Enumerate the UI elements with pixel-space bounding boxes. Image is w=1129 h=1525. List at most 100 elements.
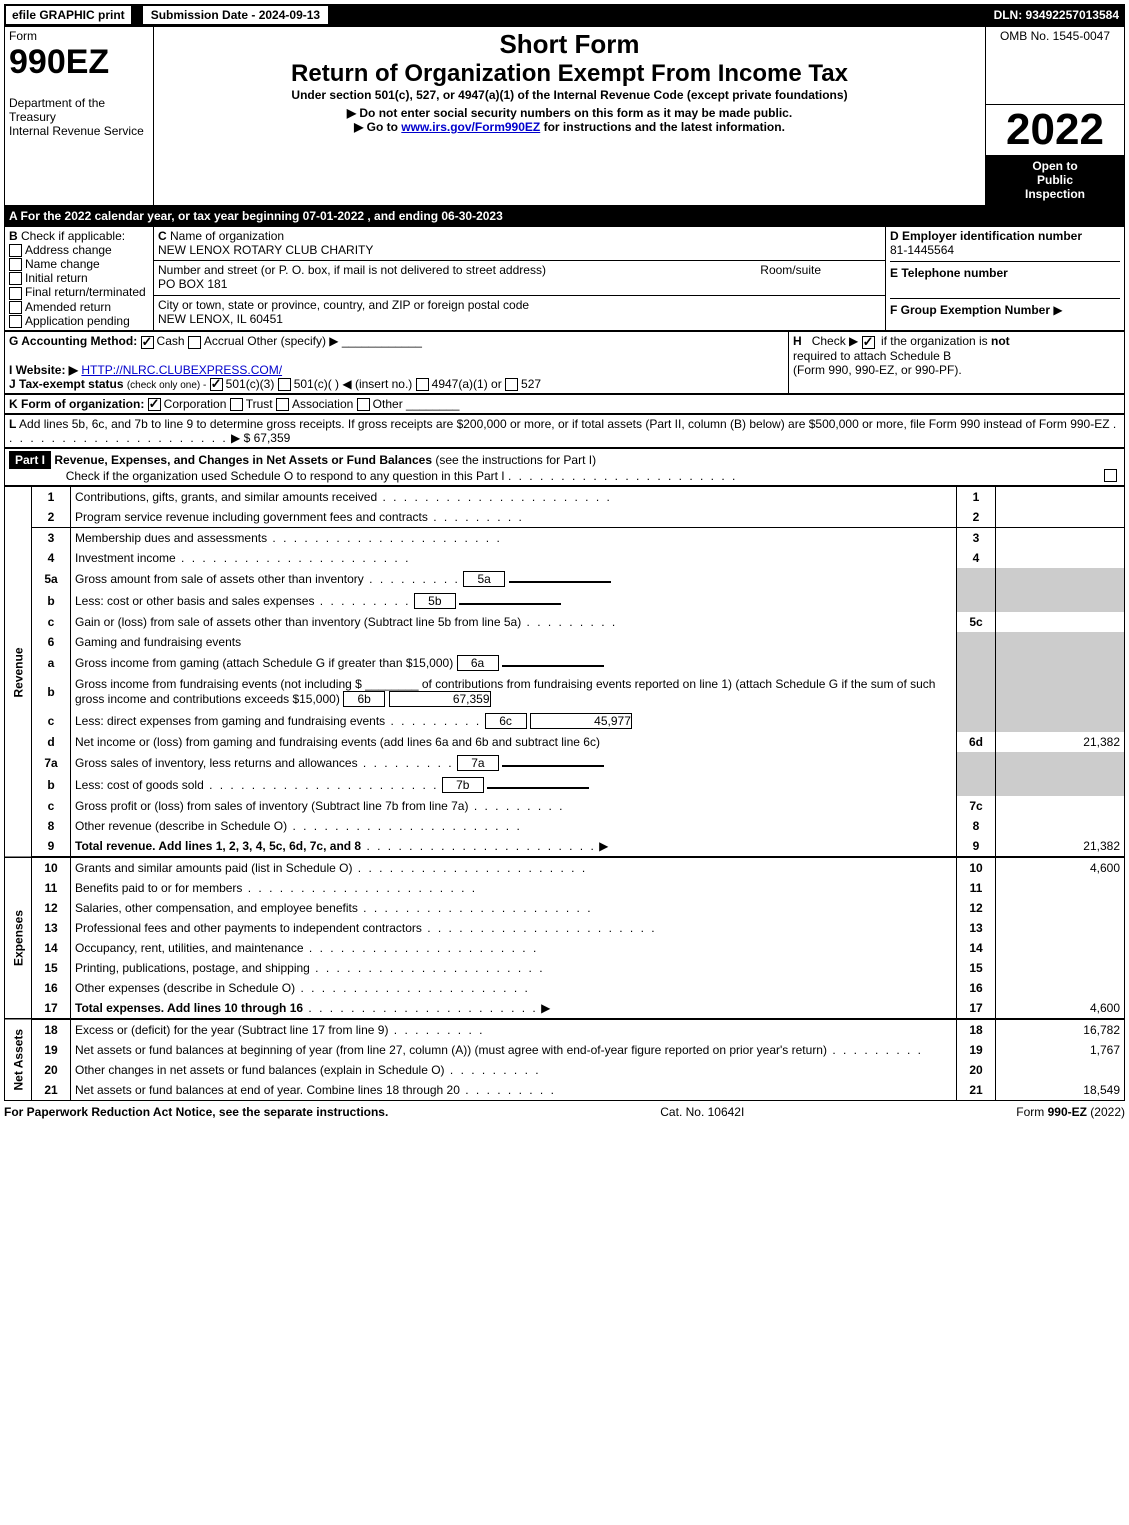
corporation-checkbox[interactable] <box>148 398 161 411</box>
527-checkbox[interactable] <box>505 378 518 391</box>
line-20-num: 20 <box>32 1060 71 1080</box>
initial-return-checkbox[interactable] <box>9 272 22 285</box>
open1: Open to <box>1032 159 1077 173</box>
line-19-val: 1,767 <box>996 1040 1125 1060</box>
line-2-val <box>996 507 1125 528</box>
line-7c-rnum: 7c <box>957 796 996 816</box>
application-pending-checkbox[interactable] <box>9 315 22 328</box>
line-4-text: Investment income <box>71 548 957 568</box>
line-6d-num: d <box>32 732 71 752</box>
line-5c-val <box>996 612 1125 632</box>
insert-no: ◀ (insert no.) <box>342 377 412 391</box>
city-label: City or town, state or province, country… <box>158 298 529 312</box>
line-21-text: Net assets or fund balances at end of ye… <box>71 1080 957 1101</box>
amended-return-label: Amended return <box>25 300 111 314</box>
4947-label: 4947(a)(1) or <box>432 377 502 391</box>
lines-table: Revenue 1 Contributions, gifts, grants, … <box>4 486 1125 1101</box>
line-15-num: 15 <box>32 958 71 978</box>
line-6-text: Gaming and fundraising events <box>71 632 957 652</box>
line-6a-rnum <box>957 652 996 674</box>
part1-instr: (see the instructions for Part I) <box>435 453 596 467</box>
line-10-rnum: 10 <box>957 857 996 878</box>
address-change-checkbox[interactable] <box>9 244 22 257</box>
section-l: L Add lines 5b, 6c, and 7b to line 9 to … <box>5 415 1125 448</box>
j-sub: (check only one) - <box>127 380 206 391</box>
revenue-vertical-label: Revenue <box>5 487 32 858</box>
line-7c-val <box>996 796 1125 816</box>
line-6c-rnum <box>957 710 996 732</box>
org-name: NEW LENOX ROTARY CLUB CHARITY <box>158 243 373 257</box>
line-5b-rnum <box>957 590 996 612</box>
schedule-o-checkbox[interactable] <box>1104 469 1117 482</box>
line-7a-sub: 7a <box>457 755 499 771</box>
submission-date: Submission Date - 2024-09-13 <box>141 4 330 26</box>
line-17-text: Total expenses. Add lines 10 through 16 … <box>71 998 957 1019</box>
line-6b-text: Gross income from fundraising events (no… <box>71 674 957 710</box>
part1-title: Revenue, Expenses, and Changes in Net As… <box>54 453 432 467</box>
line-6d-val: 21,382 <box>996 732 1125 752</box>
line-7b-rnum <box>957 774 996 796</box>
final-return-checkbox[interactable] <box>9 287 22 300</box>
amended-return-checkbox[interactable] <box>9 301 22 314</box>
dept-label: Department of the Treasury <box>9 96 105 124</box>
line-21-val: 18,549 <box>996 1080 1125 1101</box>
f-label: F Group Exemption Number <box>890 303 1050 317</box>
line-7b-val <box>996 774 1125 796</box>
line-5a-val <box>996 568 1125 590</box>
l-label: L <box>9 417 16 431</box>
website-link[interactable]: HTTP://NLRC.CLUBEXPRESS.COM/ <box>81 363 282 377</box>
trust-checkbox[interactable] <box>230 398 243 411</box>
line-10-val: 4,600 <box>996 857 1125 878</box>
section-g: G Accounting Method: Cash Accrual Other … <box>5 332 789 394</box>
line-7a-rnum <box>957 752 996 774</box>
line-5a-subval <box>509 581 611 583</box>
line-4-val <box>996 548 1125 568</box>
line-17-num: 17 <box>32 998 71 1019</box>
ein-value: 81-1445564 <box>890 243 1120 257</box>
address-change-label: Address change <box>25 243 112 257</box>
line-6d-rnum: 6d <box>957 732 996 752</box>
goto-pre: Go to <box>354 120 401 134</box>
netassets-vertical-label: Net Assets <box>5 1019 32 1101</box>
501c3-checkbox[interactable] <box>210 378 223 391</box>
line-6a-text: Gross income from gaming (attach Schedul… <box>71 652 957 674</box>
association-checkbox[interactable] <box>276 398 289 411</box>
line-7c-num: c <box>32 796 71 816</box>
line-7a-num: 7a <box>32 752 71 774</box>
line-21-num: 21 <box>32 1080 71 1101</box>
section-def: D Employer identification number 81-1445… <box>886 226 1125 331</box>
line-17-val: 4,600 <box>996 998 1125 1019</box>
part1-header: Part I Revenue, Expenses, and Changes in… <box>4 448 1125 486</box>
line-6b-subval: 67,359 <box>389 691 491 707</box>
4947-checkbox[interactable] <box>416 378 429 391</box>
cash-label: Cash <box>157 334 185 348</box>
line-5a-num: 5a <box>32 568 71 590</box>
irs-link[interactable]: www.irs.gov/Form990EZ <box>401 120 540 134</box>
h-label: H <box>793 334 802 348</box>
b-label: B <box>9 229 18 243</box>
501c-checkbox[interactable] <box>278 378 291 391</box>
line-7b-text: Less: cost of goods sold 7b <box>71 774 957 796</box>
other-org-checkbox[interactable] <box>357 398 370 411</box>
name-label: Name of organization <box>170 229 284 243</box>
line-19-num: 19 <box>32 1040 71 1060</box>
line-7a-subval <box>502 765 604 767</box>
association-label: Association <box>292 397 353 411</box>
line-9-val: 21,382 <box>996 836 1125 857</box>
room-label: Room/suite <box>760 263 821 277</box>
schedule-b-checkbox[interactable] <box>862 336 875 349</box>
line-5c-rnum: 5c <box>957 612 996 632</box>
line-12-val <box>996 898 1125 918</box>
line-15-text: Printing, publications, postage, and shi… <box>71 958 957 978</box>
efile-print-button[interactable]: efile GRAPHIC print <box>4 4 133 26</box>
line-11-rnum: 11 <box>957 878 996 898</box>
street-value: PO BOX 181 <box>158 277 227 291</box>
line-16-text: Other expenses (describe in Schedule O) <box>71 978 957 998</box>
line-6c-subval: 45,977 <box>530 713 632 729</box>
cash-checkbox[interactable] <box>141 336 154 349</box>
footer-right: Form 990-EZ (2022) <box>1016 1105 1125 1119</box>
accrual-checkbox[interactable] <box>188 336 201 349</box>
line-6b-sub: 6b <box>343 691 385 707</box>
name-change-checkbox[interactable] <box>9 258 22 271</box>
goto-post: for instructions and the latest informat… <box>544 120 785 134</box>
